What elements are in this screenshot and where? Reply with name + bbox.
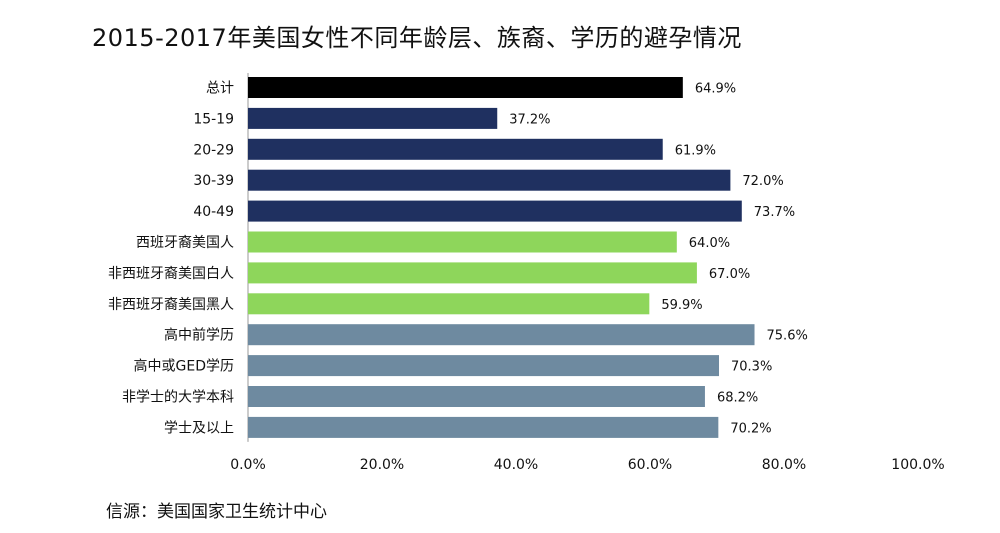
category-label: 高中前学历: [164, 327, 234, 344]
value-label: 64.0%: [689, 236, 730, 251]
value-label: 70.2%: [730, 421, 771, 436]
value-label: 61.9%: [675, 143, 716, 158]
x-tick-label: 80.0%: [762, 457, 806, 473]
value-label: 68.2%: [717, 391, 758, 406]
value-label: 75.6%: [767, 329, 808, 344]
category-label: 高中或GED学历: [134, 358, 234, 375]
category-label: 西班牙裔美国人: [136, 234, 234, 251]
value-label: 59.9%: [661, 298, 702, 313]
bar: [248, 169, 731, 191]
source-note: 信源：美国国家卫生统计中心: [106, 502, 327, 522]
x-tick-label: 20.0%: [360, 457, 404, 473]
bar: [248, 231, 677, 253]
category-label: 40-49: [193, 204, 234, 220]
bar: [248, 200, 742, 222]
category-label: 非学士的大学本科: [122, 390, 234, 406]
x-tick-label: 100.0%: [891, 457, 944, 473]
value-label: 72.0%: [742, 174, 783, 189]
value-label: 67.0%: [709, 267, 750, 282]
chart-title: 2015-2017年美国女性不同年龄层、族裔、学历的避孕情况: [92, 24, 742, 52]
value-label: 70.3%: [731, 360, 772, 375]
value-label: 73.7%: [754, 205, 795, 220]
bar: [248, 138, 663, 160]
x-tick-label: 40.0%: [494, 457, 538, 473]
category-label: 20-29: [193, 142, 234, 158]
category-label: 15-19: [193, 111, 234, 127]
bar: [248, 416, 719, 438]
category-label: 非西班牙裔美国黑人: [108, 296, 234, 313]
x-tick-label: 60.0%: [628, 457, 672, 473]
bar: [248, 77, 683, 98]
category-label: 30-39: [193, 173, 234, 189]
category-label: 总计: [206, 81, 234, 97]
bar: [248, 293, 650, 315]
bar: [248, 386, 705, 407]
bar: [248, 262, 697, 284]
x-tick-label: 0.0%: [230, 457, 266, 473]
value-label: 37.2%: [509, 112, 550, 127]
bar: [248, 355, 720, 377]
bar: [248, 324, 755, 346]
category-label: 学士及以上: [164, 420, 234, 436]
category-label: 非西班牙裔美国白人: [108, 265, 234, 282]
value-label: 64.9%: [695, 82, 736, 97]
bar: [248, 107, 498, 129]
